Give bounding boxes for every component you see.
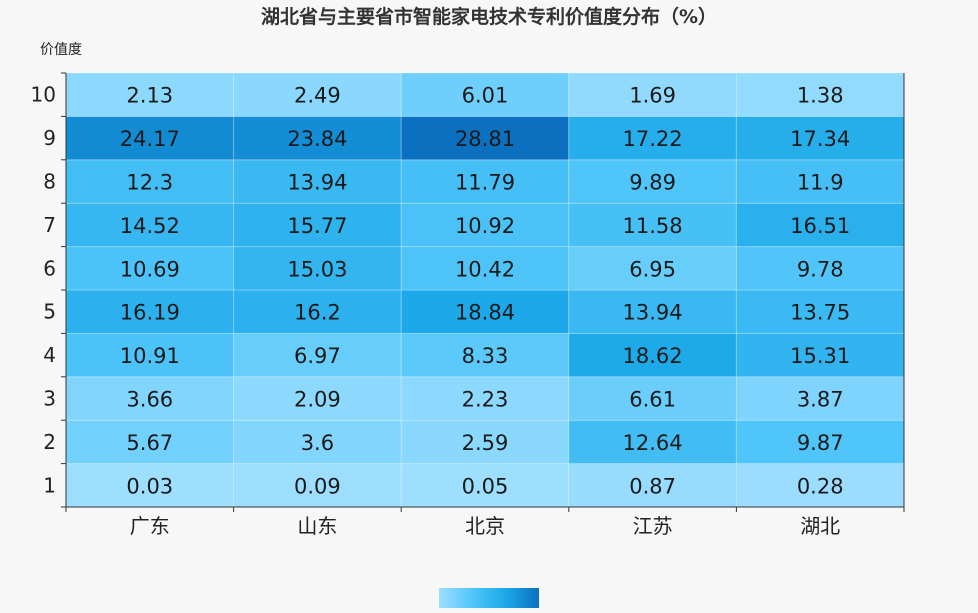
cell-value-label: 10.92 — [455, 214, 515, 238]
cell-value-label: 11.58 — [623, 214, 683, 238]
cell-value-label: 2.13 — [126, 84, 173, 108]
cell-value-label: 10.91 — [120, 344, 180, 368]
cell-value-label: 15.77 — [287, 214, 347, 238]
x-tick-label: 广东 — [130, 514, 170, 538]
heatmap-cells: 0.03 0.09 0.05 0.87 0.28 5.67 3.6 2.59 12.64 9.87… — [66, 73, 904, 507]
cell-value-label: 9.87 — [797, 431, 844, 455]
cell-value-label: 16.2 — [294, 301, 341, 325]
cell-value-label: 6.61 — [629, 388, 676, 412]
cell-value-label: 13.94 — [287, 171, 347, 195]
y-tick-label: 9 — [43, 126, 56, 150]
cell-value-label: 17.34 — [790, 127, 850, 151]
y-tick-label: 7 — [43, 213, 56, 237]
visual-map-legend[interactable] — [439, 588, 539, 608]
y-tick-label: 6 — [43, 256, 56, 280]
x-tick-label: 湖北 — [800, 514, 840, 538]
y-tick-label: 1 — [43, 473, 56, 497]
y-tick-label: 10 — [31, 83, 56, 107]
cell-value-label: 8.33 — [462, 344, 509, 368]
y-tick-label: 5 — [43, 300, 56, 324]
y-tick-label: 4 — [43, 343, 56, 367]
cell-value-label: 3.66 — [126, 388, 173, 412]
cell-value-label: 11.79 — [455, 171, 515, 195]
cell-value-label: 10.42 — [455, 257, 515, 281]
cell-value-label: 6.97 — [294, 344, 341, 368]
cell-value-label: 6.01 — [462, 84, 509, 108]
cell-value-label: 1.69 — [629, 84, 676, 108]
cell-value-label: 0.03 — [126, 474, 173, 498]
cell-value-label: 2.49 — [294, 84, 341, 108]
cell-value-label: 13.94 — [623, 301, 683, 325]
cell-value-label: 1.38 — [797, 84, 844, 108]
cell-value-label: 9.89 — [629, 171, 676, 195]
cell-value-label: 15.31 — [790, 344, 850, 368]
cell-value-label: 18.62 — [623, 344, 683, 368]
y-axis-label: 价值度 — [40, 42, 82, 58]
cell-value-label: 15.03 — [287, 257, 347, 281]
cell-value-label: 24.17 — [120, 127, 180, 151]
x-tick-label: 江苏 — [633, 514, 673, 538]
cell-value-label: 16.51 — [790, 214, 850, 238]
chart-title: 湖北省与主要省市智能家电技术专利价值度分布（%） — [261, 5, 717, 28]
cell-value-label: 3.6 — [301, 431, 334, 455]
y-tick-label: 3 — [43, 387, 56, 411]
y-tick-label: 2 — [43, 430, 56, 454]
cell-value-label: 18.84 — [455, 301, 515, 325]
cell-value-label: 6.95 — [629, 257, 676, 281]
cell-value-label: 14.52 — [120, 214, 180, 238]
cell-value-label: 0.87 — [629, 474, 676, 498]
cell-value-label: 0.05 — [462, 474, 509, 498]
cell-value-label: 12.3 — [126, 171, 173, 195]
cell-value-label: 11.9 — [797, 171, 844, 195]
y-tick-label: 8 — [43, 170, 56, 194]
cell-value-label: 12.64 — [623, 431, 683, 455]
cell-value-label: 28.81 — [455, 127, 515, 151]
x-tick-label: 山东 — [297, 514, 337, 538]
cell-value-label: 9.78 — [797, 257, 844, 281]
cell-value-label: 16.19 — [120, 301, 180, 325]
cell-value-label: 5.67 — [126, 431, 173, 455]
cell-value-label: 2.09 — [294, 388, 341, 412]
visual-map-gradient-bar[interactable] — [439, 588, 539, 608]
cell-value-label: 2.59 — [462, 431, 509, 455]
cell-value-label: 23.84 — [287, 127, 347, 151]
cell-value-label: 0.28 — [797, 474, 844, 498]
cell-value-label: 10.69 — [120, 257, 180, 281]
x-tick-label: 北京 — [465, 514, 505, 538]
cell-value-label: 13.75 — [790, 301, 850, 325]
cell-value-label: 17.22 — [623, 127, 683, 151]
cell-value-label: 0.09 — [294, 474, 341, 498]
cell-value-label: 2.23 — [462, 388, 509, 412]
cell-value-label: 3.87 — [797, 388, 844, 412]
